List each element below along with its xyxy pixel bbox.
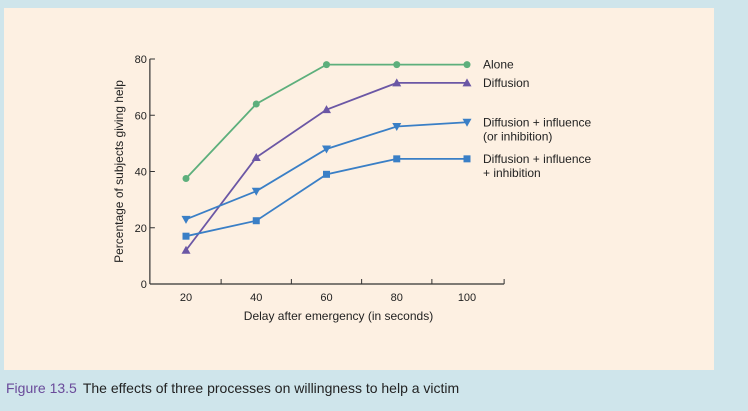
x-tick-label: 60 bbox=[320, 292, 332, 304]
x-tick-label: 20 bbox=[180, 292, 192, 304]
y-tick-label: 0 bbox=[141, 279, 147, 291]
caption-text: The effects of three processes on willin… bbox=[82, 380, 460, 396]
circle-marker bbox=[323, 61, 330, 69]
figure-number: Figure 13.5 bbox=[6, 380, 77, 396]
x-tick-label: 80 bbox=[391, 292, 403, 304]
series-line bbox=[185, 157, 467, 238]
triangle-down-marker bbox=[322, 145, 331, 154]
triangle-down-marker bbox=[251, 187, 261, 196]
legend-label: (or inhibition) bbox=[483, 129, 552, 143]
legend-label: Alone bbox=[483, 58, 514, 72]
legend-label: Diffusion bbox=[483, 76, 529, 90]
y-tick-label: 60 bbox=[135, 110, 147, 122]
square-marker bbox=[463, 155, 471, 163]
triangle-up-marker bbox=[322, 105, 331, 114]
circle-marker bbox=[252, 100, 260, 108]
legend-label: Diffusion + influence bbox=[483, 152, 592, 166]
y-tick-label: 20 bbox=[135, 223, 147, 235]
triangle-down-marker bbox=[392, 123, 402, 131]
triangle-up-marker bbox=[181, 245, 191, 254]
square-marker bbox=[393, 155, 401, 163]
circle-marker bbox=[393, 61, 401, 69]
y-tick-label: 40 bbox=[135, 167, 147, 179]
triangle-down-marker bbox=[181, 215, 191, 224]
circle-marker bbox=[463, 61, 471, 69]
legend-label: + inhibition bbox=[483, 166, 541, 180]
series-line bbox=[185, 121, 468, 221]
y-axis-label: Percentage of subjects giving help bbox=[112, 80, 126, 263]
x-tick-label: 100 bbox=[458, 292, 476, 304]
triangle-down-marker bbox=[462, 118, 472, 127]
triangle-up-marker bbox=[462, 78, 472, 87]
y-tick-label: 80 bbox=[135, 54, 147, 66]
x-tick-label: 40 bbox=[250, 292, 262, 304]
figure-panel: 20 40 60 80 100 0 20 40 60 80 Delay after emergenc… bbox=[4, 8, 714, 370]
circle-marker bbox=[182, 175, 190, 183]
square-marker bbox=[182, 232, 190, 240]
square-marker bbox=[252, 217, 260, 225]
figure-caption: Figure 13.5 The effects of three processe… bbox=[6, 380, 459, 396]
square-marker bbox=[323, 170, 330, 178]
x-axis-label: Delay after emergency (in seconds) bbox=[244, 309, 433, 323]
line-chart: 20 40 60 80 100 0 20 40 60 80 Delay after emergenc… bbox=[112, 54, 592, 323]
triangle-up-marker bbox=[251, 152, 261, 161]
series-line bbox=[185, 63, 467, 180]
triangle-up-marker bbox=[392, 78, 402, 87]
legend-label: Diffusion + influence bbox=[483, 115, 592, 129]
